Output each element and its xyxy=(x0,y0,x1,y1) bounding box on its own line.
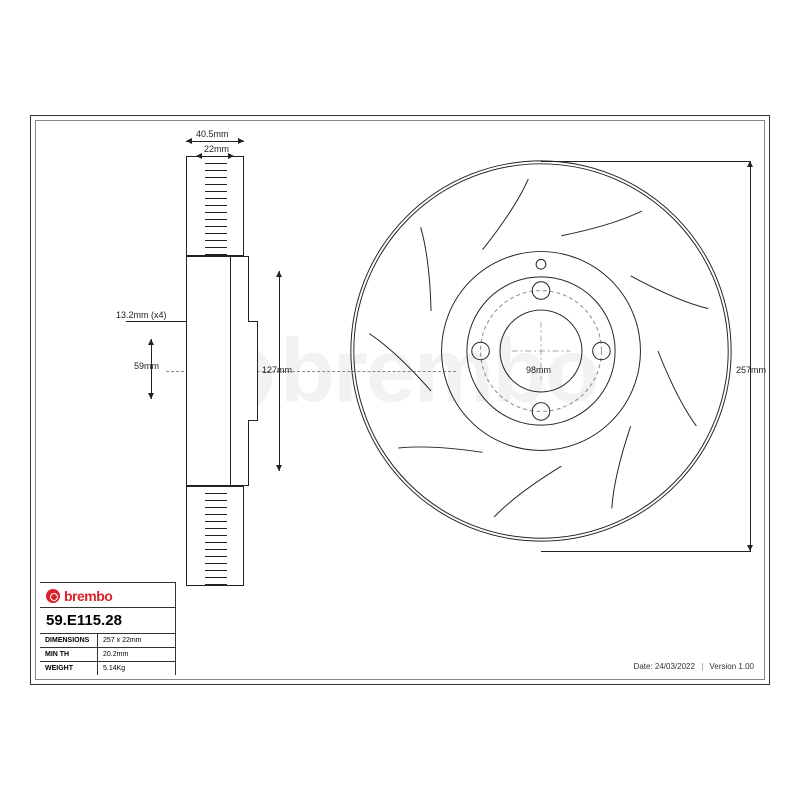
dim-line xyxy=(186,141,244,142)
spec-label: MIN TH xyxy=(40,648,98,661)
arrow-icon xyxy=(148,393,154,399)
footer-date-label: Date: xyxy=(634,662,653,671)
arrow-icon xyxy=(196,153,202,159)
arrow-icon xyxy=(186,138,192,144)
spec-value: 257 x 22mm xyxy=(98,634,175,647)
dim-pcd: 98mm xyxy=(526,365,551,375)
arrow-icon xyxy=(276,465,282,471)
arrow-icon xyxy=(148,339,154,345)
drawing-page: brembo 40.5mm xyxy=(0,0,800,800)
separator: | xyxy=(701,662,703,671)
dim-overall-width: 40.5mm xyxy=(196,129,229,139)
dim-line xyxy=(126,321,186,322)
dim-hat-depth: 127mm xyxy=(262,365,292,375)
footer-version-value: 1.00 xyxy=(738,662,754,671)
dim-outer-diameter: 257mm xyxy=(736,365,766,375)
profile-view xyxy=(186,156,246,586)
drawing-inner-frame: brembo 40.5mm xyxy=(35,120,765,680)
spec-value: 5.14Kg xyxy=(98,662,175,675)
drawing-frame: brembo 40.5mm xyxy=(30,115,770,685)
spec-row-dimensions: DIMENSIONS 257 x 22mm xyxy=(40,633,175,647)
spec-label: WEIGHT xyxy=(40,662,98,675)
spec-row-weight: WEIGHT 5.14Kg xyxy=(40,661,175,675)
spec-value: 20.2mm xyxy=(98,648,175,661)
part-number: 59.E115.28 xyxy=(40,607,175,633)
footer-version-label: Version xyxy=(710,662,737,671)
title-block-brand: brembo xyxy=(40,582,175,607)
brembo-logo-icon xyxy=(46,589,60,603)
dim-disc-thickness: 22mm xyxy=(204,144,229,154)
face-svg xyxy=(346,156,736,546)
arrow-icon xyxy=(228,153,234,159)
dim-line xyxy=(279,271,280,471)
dim-line xyxy=(151,339,152,399)
arrow-icon xyxy=(238,138,244,144)
rotor-vanes-top xyxy=(205,157,227,255)
hub-center-bore-section xyxy=(248,321,258,421)
hub-step xyxy=(186,256,231,486)
face-view xyxy=(346,156,736,546)
footer-date-value: 24/03/2022 xyxy=(655,662,695,671)
title-block: brembo 59.E115.28 DIMENSIONS 257 x 22mm … xyxy=(40,582,176,675)
spec-row-minth: MIN TH 20.2mm xyxy=(40,647,175,661)
brand-name: brembo xyxy=(64,588,112,604)
dim-extline xyxy=(541,551,751,552)
arrow-icon xyxy=(276,271,282,277)
dim-extline xyxy=(541,161,751,162)
hub-flange xyxy=(231,256,249,486)
footer-meta: Date: 24/03/2022 | Version 1.00 xyxy=(634,662,754,671)
spec-label: DIMENSIONS xyxy=(40,634,98,647)
rotor-section-bottom xyxy=(186,486,244,586)
rotor-vanes-bottom xyxy=(205,487,227,585)
dim-center-bore: 59mm xyxy=(134,361,159,371)
dim-bolt-hole: 13.2mm (x4) xyxy=(116,310,167,320)
dim-line xyxy=(750,161,751,551)
rotor-section-top xyxy=(186,156,244,256)
